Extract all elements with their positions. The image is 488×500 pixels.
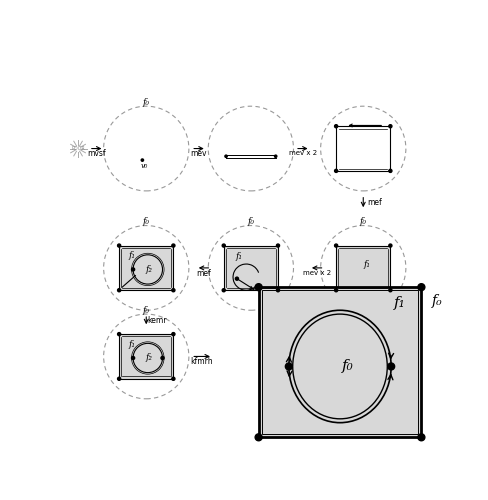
Text: mvsf: mvsf — [87, 148, 106, 158]
Circle shape — [335, 244, 338, 247]
Circle shape — [132, 268, 135, 271]
Circle shape — [255, 434, 262, 441]
Circle shape — [389, 288, 392, 292]
Text: f₂: f₂ — [146, 354, 153, 362]
Circle shape — [389, 170, 392, 172]
Text: v₀: v₀ — [141, 162, 148, 170]
Text: mef: mef — [196, 269, 211, 278]
Text: kfmrh: kfmrh — [191, 358, 213, 366]
Text: f₀: f₀ — [143, 98, 150, 107]
Text: f₀: f₀ — [360, 217, 367, 226]
Circle shape — [418, 284, 425, 290]
Circle shape — [276, 244, 280, 247]
Circle shape — [172, 288, 175, 292]
Text: f₀: f₀ — [342, 360, 354, 374]
Bar — [259, 287, 421, 438]
Circle shape — [172, 377, 175, 380]
Circle shape — [387, 363, 395, 370]
Circle shape — [285, 363, 292, 370]
Text: f₀: f₀ — [247, 217, 254, 226]
Text: mev x 2: mev x 2 — [289, 150, 317, 156]
Bar — [224, 246, 278, 290]
Text: f₁: f₁ — [236, 252, 243, 261]
Text: mef: mef — [367, 198, 382, 207]
Bar — [336, 246, 390, 290]
Circle shape — [335, 124, 338, 128]
Circle shape — [141, 159, 143, 162]
Circle shape — [225, 155, 227, 158]
Text: f₀: f₀ — [143, 217, 150, 226]
Text: mev: mev — [191, 148, 207, 158]
Circle shape — [172, 332, 175, 336]
Circle shape — [335, 288, 338, 292]
Circle shape — [389, 244, 392, 247]
Circle shape — [418, 434, 425, 441]
Circle shape — [276, 288, 280, 292]
Circle shape — [222, 244, 225, 247]
Bar — [119, 246, 173, 290]
Bar — [262, 290, 418, 434]
Circle shape — [118, 377, 121, 380]
Circle shape — [389, 124, 392, 128]
Circle shape — [275, 155, 277, 158]
Text: f₁: f₁ — [394, 296, 406, 310]
Text: f₁: f₁ — [364, 260, 370, 268]
Circle shape — [118, 244, 121, 247]
Circle shape — [235, 277, 239, 280]
Text: f₀: f₀ — [431, 294, 442, 308]
Circle shape — [132, 356, 135, 360]
Bar — [119, 334, 173, 379]
Circle shape — [161, 356, 164, 360]
Text: f₀: f₀ — [143, 306, 150, 315]
Circle shape — [118, 288, 121, 292]
Circle shape — [222, 288, 225, 292]
Circle shape — [255, 284, 262, 290]
Text: f₂: f₂ — [146, 265, 153, 274]
Text: mev x 2: mev x 2 — [303, 270, 331, 276]
Circle shape — [118, 332, 121, 336]
Text: f₁: f₁ — [129, 251, 136, 260]
Text: POOR: POOR — [71, 146, 85, 151]
Text: kemr: kemr — [147, 316, 167, 325]
Text: f₁: f₁ — [129, 340, 136, 348]
Circle shape — [172, 244, 175, 247]
Circle shape — [335, 170, 338, 172]
